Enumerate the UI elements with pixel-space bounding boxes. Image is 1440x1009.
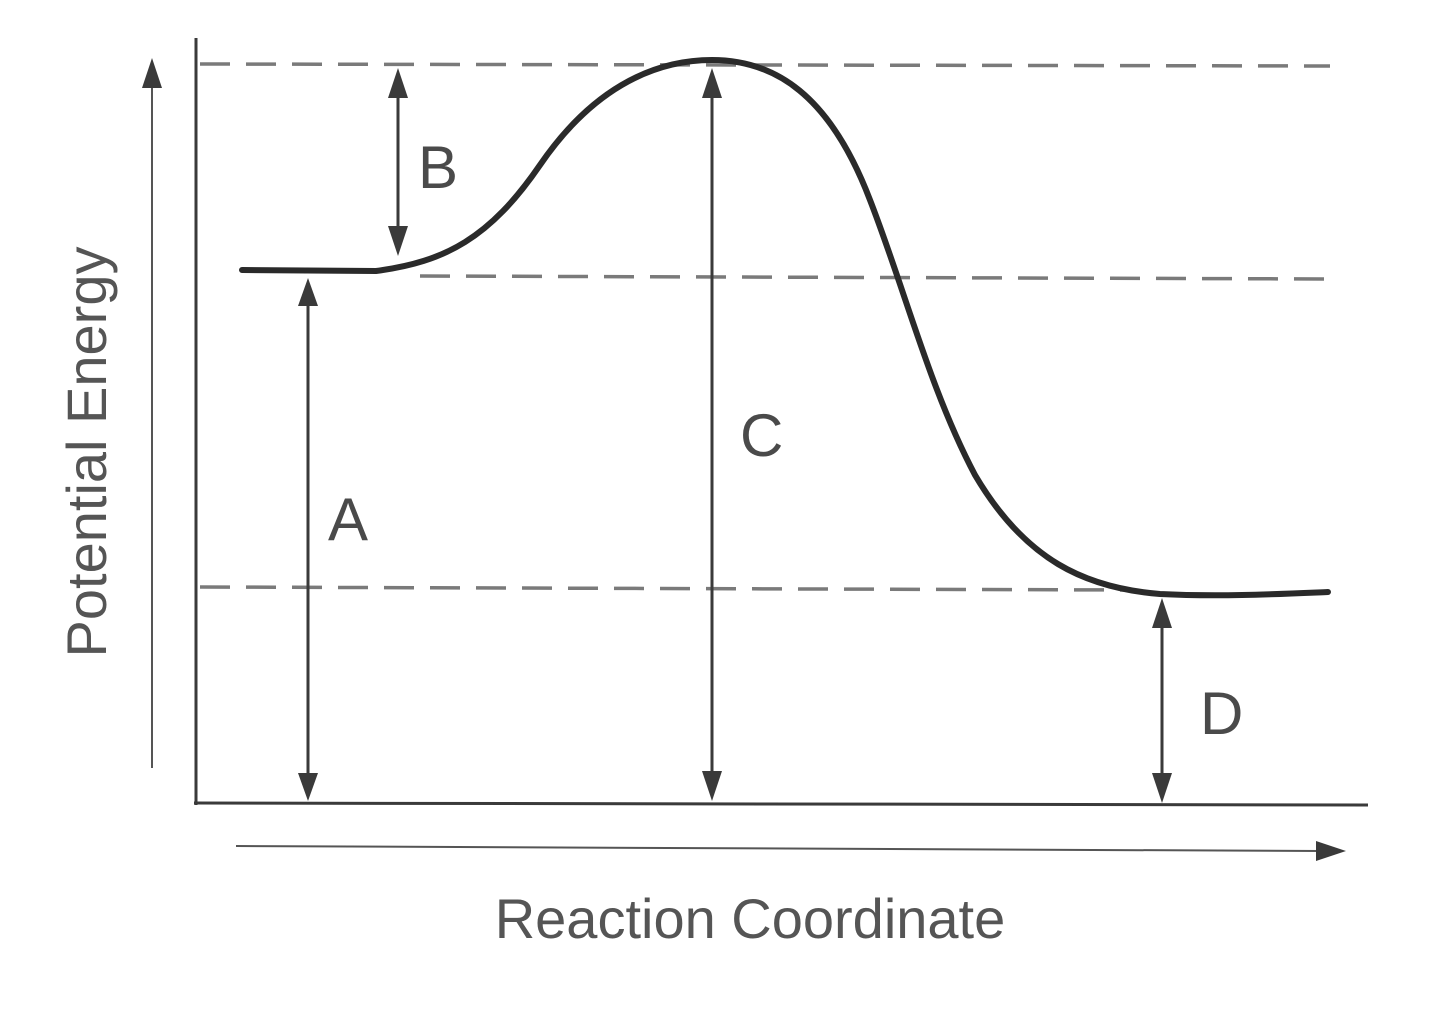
measure-arrow-c-bottom-head (702, 771, 722, 801)
measure-arrow-a-bottom-head (298, 773, 318, 801)
product-energy-level (199, 585, 1126, 592)
label-c: C (740, 402, 783, 469)
peak-energy-level (199, 62, 1331, 68)
y-direction-arrowhead (142, 58, 162, 88)
measure-arrow-d-top-head (1152, 598, 1172, 628)
measure-arrow-c-top-head (702, 68, 722, 98)
y-axis-label: Potential Energy (55, 247, 118, 658)
measure-arrow-b-bottom-head (388, 226, 408, 256)
reactant-energy-level (419, 274, 1331, 281)
label-a: A (328, 486, 368, 553)
measure-arrow-d-bottom-head (1152, 773, 1172, 803)
x-direction-arrow (235, 845, 1321, 852)
measure-arrow-b-top-head (388, 68, 408, 98)
measure-arrow-a-top-head (298, 278, 318, 306)
x-axis (193, 801, 1369, 807)
label-b: B (418, 134, 458, 201)
x-direction-arrowhead (1316, 841, 1346, 861)
label-d: D (1200, 680, 1243, 747)
energy-curve (239, 56, 1331, 599)
x-axis-label: Reaction Coordinate (495, 887, 1006, 950)
